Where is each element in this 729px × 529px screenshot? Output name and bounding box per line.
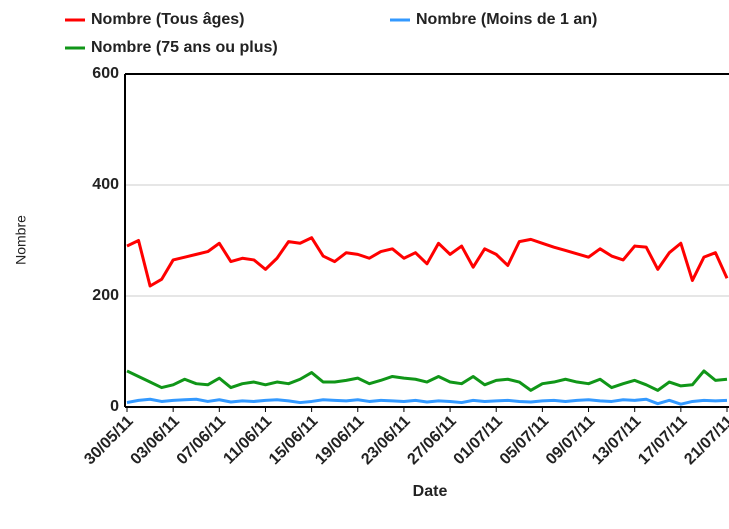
x-tick-label: 01/07/11 xyxy=(451,413,507,469)
legend-label: Nombre (Moins de 1 an) xyxy=(416,11,597,28)
x-tick-label: 09/07/11 xyxy=(543,413,599,469)
x-tick-label: 07/06/11 xyxy=(174,413,230,469)
x-tick-label: 21/07/11 xyxy=(681,413,729,469)
legend-label: Nombre (75 ans ou plus) xyxy=(91,39,278,56)
series-line xyxy=(126,397,728,406)
x-tick-label: 03/06/11 xyxy=(128,413,184,469)
series-line xyxy=(126,369,728,392)
x-tick-label: 19/06/11 xyxy=(312,413,368,469)
series-line xyxy=(126,236,729,288)
x-tick-label: 11/06/11 xyxy=(220,413,275,468)
y-tick-label: 600 xyxy=(92,65,119,82)
x-tick-label: 13/07/11 xyxy=(589,413,645,469)
legend-label: Nombre (Tous âges) xyxy=(91,11,245,28)
x-axis-label: Date xyxy=(413,483,448,500)
x-tick-label: 30/05/11 xyxy=(81,413,137,469)
x-tick-label: 27/06/11 xyxy=(404,413,460,469)
y-tick-label: 400 xyxy=(92,176,119,193)
x-tick-label: 05/07/11 xyxy=(497,413,553,469)
x-tick-label: 23/06/11 xyxy=(358,413,414,469)
x-tick-label: 17/07/11 xyxy=(635,413,691,469)
y-tick-label: 0 xyxy=(110,398,119,415)
y-axis-label: Nombre xyxy=(13,215,29,265)
y-tick-label: 200 xyxy=(92,287,119,304)
x-tick-label: 15/06/11 xyxy=(266,413,322,469)
